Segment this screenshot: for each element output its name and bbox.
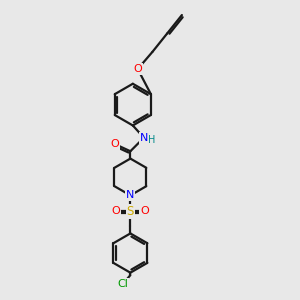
Text: O: O (134, 64, 142, 74)
Text: H: H (148, 135, 155, 145)
Text: Cl: Cl (118, 279, 128, 289)
Text: N: N (126, 190, 135, 200)
Text: O: O (140, 206, 149, 216)
Text: O: O (112, 206, 121, 216)
Text: S: S (127, 205, 134, 218)
Text: N: N (140, 133, 148, 143)
Text: O: O (110, 139, 119, 149)
